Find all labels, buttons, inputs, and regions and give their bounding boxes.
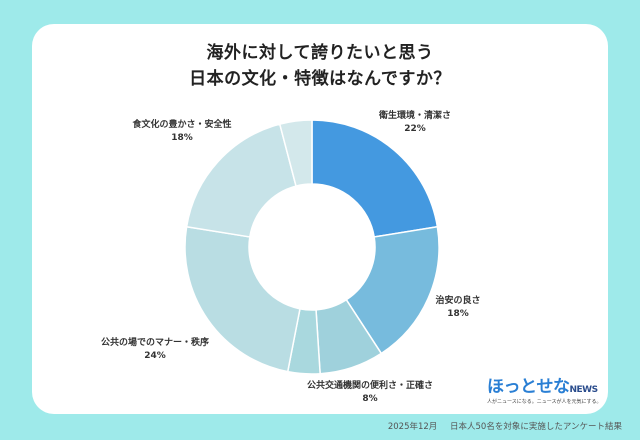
donut-slice-4 <box>184 225 301 373</box>
logo-news: NEWS <box>569 385 599 395</box>
footer-survey-note: 日本人50名を対象に実施したアンケート結果 <box>450 422 622 432</box>
logo-tagline: 人がニュースになる。ニュースが人を元気にする。 <box>487 399 602 405</box>
donut-slice-5 <box>185 123 297 238</box>
footer-date: 2025年12月 <box>387 422 438 432</box>
slice-label-manners: 公共の場でのマナー・秩序 24% <box>100 338 209 361</box>
logo-name: ほっとせな <box>487 377 570 397</box>
hotsena-news-logo: ほっとせなNEWS 人がニュースになる。ニュースが人を元気にする。 <box>487 372 605 408</box>
slice-label-food: 食文化の豊かさ・安全性 18% <box>132 120 232 143</box>
chart-title-line2: 日本の文化・特徴はなんですか？ <box>189 69 451 89</box>
chart-title-line1: 海外に対して誇りたいと思う <box>206 43 434 63</box>
donut-slice-1 <box>345 225 440 355</box>
footer-note: 2025年12月 日本人50名を対象に実施したアンケート結果 <box>388 420 622 432</box>
slice-label-safety: 治安の良さ 18% <box>435 296 481 319</box>
slice-label-hygiene: 衛生環境・清潔さ 22% <box>378 111 451 134</box>
donut-slice-6 <box>278 119 313 187</box>
donut-slice-0 <box>311 119 439 238</box>
slice-label-transport: 公共交通機関の便利さ・正確さ 8% <box>306 381 433 404</box>
